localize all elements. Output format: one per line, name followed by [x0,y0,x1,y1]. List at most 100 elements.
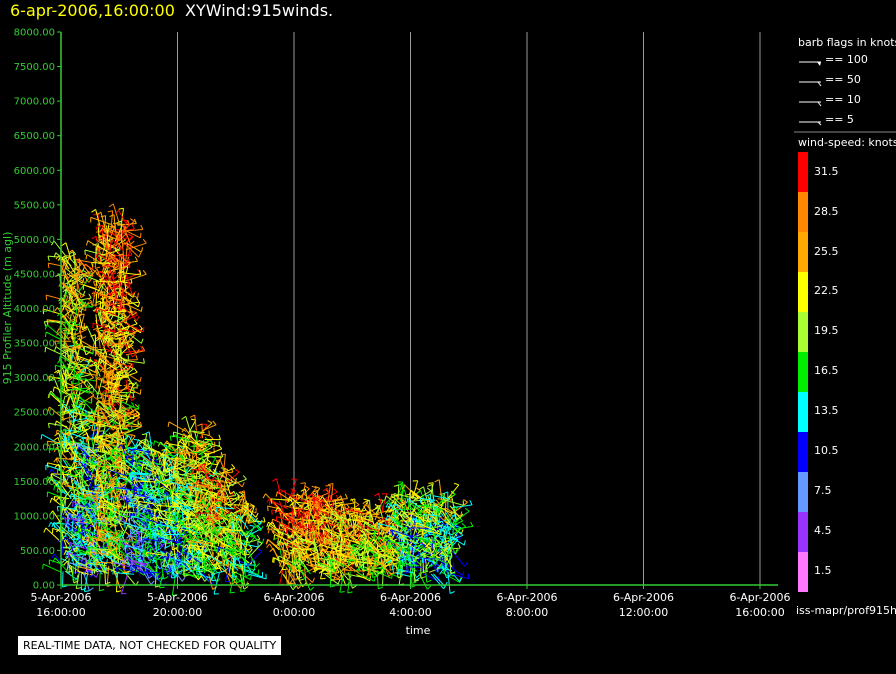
wind-barb [229,543,238,561]
wind-barb-feather [335,547,337,553]
wind-barb-feather [54,307,58,312]
wind-barb [216,497,235,510]
wind-barb-feather [117,323,123,326]
wind-barb [199,566,216,576]
wind-barb [189,541,209,545]
wind-barb-feather [42,564,44,570]
wind-barb [87,513,97,532]
wind-barb [62,459,71,472]
wind-barb [89,551,109,555]
wind-barb-feather [100,332,104,337]
wind-barb-feather [48,468,53,474]
wind-barb [223,497,240,500]
wind-barb-feather [325,484,331,487]
wind-barb [170,443,185,462]
wind-barb-feather [40,434,43,440]
wind-barb [204,457,217,477]
wind-barb [70,315,76,335]
wind-barb [117,223,137,226]
wind-barb-feather [207,420,213,424]
wind-barb-feather [82,269,88,274]
wind-barb-feather [142,238,147,244]
wind-barb [52,527,68,535]
wind-barb-feather [297,538,299,544]
wind-barb [78,345,99,349]
wind-barb [106,224,110,241]
wind-barb-feather [126,490,130,496]
wind-barb [70,274,87,284]
wind-barb-feather [87,358,91,364]
wind-barb [119,260,138,265]
wind-barb-feather [97,224,103,228]
wind-barb-feather [118,511,121,517]
wind-barb-feather [144,565,147,571]
wind-barb-feather [84,497,88,502]
wind-barb-feather [93,558,98,563]
wind-barb-feather [76,446,80,452]
wind-barb-feather [61,480,64,486]
wind-barb-feather [109,466,112,472]
wind-barb-feather [133,438,139,441]
wind-barb [61,344,80,355]
wind-barb [125,295,134,316]
wind-barb [120,474,135,485]
wind-barb [106,394,128,401]
wind-barb [49,406,66,421]
wind-barb-feather [266,497,271,503]
wind-barb-feather [50,240,55,246]
wind-barb [79,461,93,477]
wind-barb-feather [106,461,112,466]
wind-barb [96,377,103,399]
wind-barb-feather [133,531,139,536]
wind-barb-feather [146,552,148,558]
wind-barb [164,535,168,550]
wind-barb-feather [337,579,341,585]
wind-barb-feather [128,233,134,238]
wind-barb-feather [136,383,138,389]
wind-barb-feather [89,464,95,469]
wind-barb [116,530,125,551]
wind-barb-feather [212,473,217,478]
wind-barb-feather [99,455,105,459]
wind-barb [187,419,197,434]
wind-barb-feather [298,578,305,581]
wind-barb-feather [113,494,118,499]
wind-barb-feather [142,538,144,544]
wind-barb [108,254,124,264]
wind-barb-feather [46,476,48,482]
wind-barb [61,296,74,315]
wind-barb-feather [177,526,180,532]
wind-barb-feather [180,569,183,575]
wind-barb-feather [120,462,124,468]
wind-barb [168,528,183,545]
wind-barb [154,565,157,588]
wind-barb [89,358,101,371]
wind-barb-feather [272,478,277,482]
wind-barb [63,480,76,492]
wind-barb-feather [165,528,170,534]
wind-barb-feather [91,262,94,268]
wind-barb-feather [67,562,69,568]
wind-barb-feather [86,447,89,453]
wind-barb-feather [136,410,141,415]
wind-barb [125,544,147,552]
wind-barb-feather [132,381,137,387]
wind-barb [66,561,74,575]
wind-barb-feather [114,391,120,395]
wind-barb [145,534,151,556]
wind-barb-feather [138,252,142,258]
wind-barb [104,275,112,297]
wind-barb [198,446,213,456]
wind-barb [178,446,187,463]
wind-barb-feather [47,406,50,412]
wind-barb [79,348,94,355]
wind-barb [181,525,201,535]
wind-barb-feather [117,444,122,449]
wind-barb-feather [62,304,66,310]
wind-barb [111,449,127,468]
wind-barb-feather [201,479,205,485]
wind-barb [88,447,103,461]
wind-barb [125,425,142,428]
wind-barb [72,451,79,470]
wind-barb-feather [90,410,96,414]
